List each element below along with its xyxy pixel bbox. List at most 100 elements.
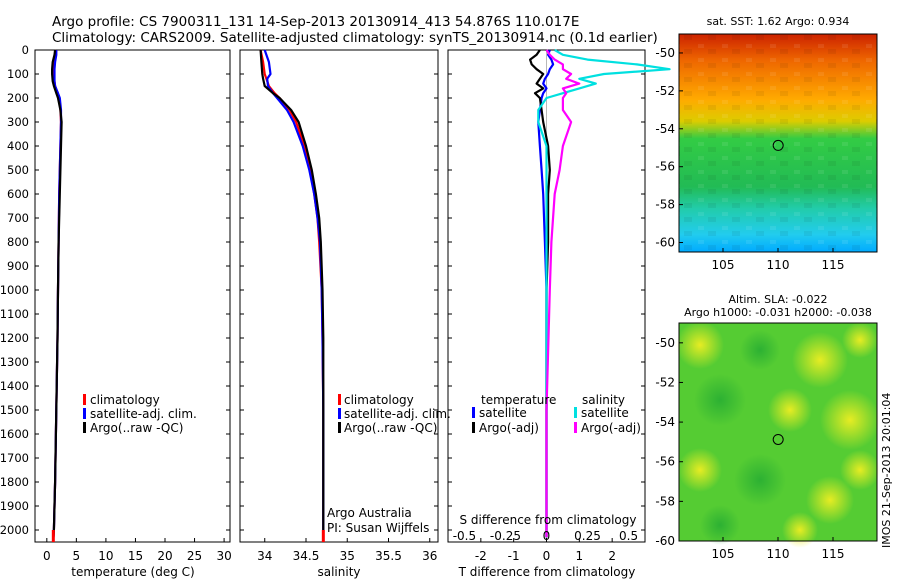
legend-label-t-satellite: satellite (479, 406, 527, 420)
legend-swatch-s-satellite (574, 407, 577, 418)
depth-tick-label: 600 (7, 187, 29, 201)
x-tick-label: 1 (576, 549, 584, 563)
temperature-panel-frame (34, 49, 231, 543)
x-tick-label: 35.5 (375, 549, 402, 563)
sla-texture-blob (734, 454, 786, 506)
x-tick-label: 2 (608, 549, 616, 563)
depth-tick-label: 1200 (0, 331, 29, 345)
depth-tick-label: 1500 (0, 403, 29, 417)
depth-axis: 0 100 200 300 400 500 600 700 800 900 1000 1100 1200… (0, 43, 645, 537)
depth-tick-label: 500 (7, 163, 29, 177)
temperature-x-label: temperature (deg C) (71, 565, 194, 579)
salinity-x-axis: 34 34.5 35 35.5 36 (257, 538, 437, 563)
legend-swatch-s-argo (574, 422, 577, 433)
temperature-curves (50, 49, 63, 542)
depth-tick-label: 0 (22, 43, 29, 57)
legend-swatch-satellite (338, 408, 341, 419)
legend-swatch-climatology (83, 394, 86, 405)
sla-map-texture (676, 321, 880, 548)
depth-tick-label: 2000 (0, 523, 29, 537)
x-tick-label: 0 (43, 549, 51, 563)
map-y-tick-label: -54 (655, 122, 675, 136)
imos-stamp: IMOS 21-Sep-2013 20:01:04 (880, 393, 893, 548)
legend-swatch-climatology (338, 394, 341, 405)
s-tick-label: 0 (543, 529, 551, 543)
sst-title: sat. SST: 1.62 Argo: 0.934 (707, 15, 850, 28)
depth-tick-label: 900 (7, 259, 29, 273)
sla-texture-blob (842, 322, 878, 358)
map-x-tick-label: 105 (712, 258, 735, 272)
legend-swatch-argo (338, 422, 341, 433)
map-y-tick-label: -58 (655, 494, 675, 508)
depth-tick-label: 1800 (0, 475, 29, 489)
depth-tick-label: 1900 (0, 499, 29, 513)
legend-label-climatology: climatology (90, 393, 160, 407)
series-line-salinity-argo-adj- (545, 49, 581, 538)
x-tick-label: 15 (128, 549, 143, 563)
sst-map (678, 33, 878, 253)
legend-title-temperature: temperature (481, 393, 556, 407)
legend-label-argo: Argo(..raw -QC) (90, 421, 183, 435)
map-y-tick-label: -58 (655, 198, 675, 212)
sla-texture-blob (768, 388, 812, 432)
sla-subtitle: Argo h1000: -0.031 h2000: -0.038 (684, 306, 872, 319)
sst-map-texture (679, 34, 877, 252)
sla-axes: 105 110 115 -50 -52 -54 -56 -58 -60 (655, 336, 844, 561)
x-tick-label: 35 (340, 549, 355, 563)
depth-tick-label: 100 (7, 67, 29, 81)
sst-profile-marker (772, 139, 784, 151)
depth-tick-label: 400 (7, 139, 29, 153)
map-y-tick-label: -60 (655, 236, 675, 250)
institution-label: Argo Australia (327, 506, 412, 520)
difference-x-axis: -2 -1 0 1 2 -0.5 -0.25 0 0.25 0.5 (453, 529, 638, 563)
map-x-tick-label: 115 (822, 258, 845, 272)
depth-tick-label: 1700 (0, 451, 29, 465)
legend-swatch-argo (83, 422, 86, 433)
legend-swatch-t-satellite (472, 407, 475, 418)
sst-axes: 105 110 115 -50 -52 -54 -56 -58 -60 (655, 46, 844, 272)
sla-texture-blob (700, 505, 740, 545)
legend-label-climatology: climatology (344, 393, 414, 407)
temperature-legend: climatology satellite-adj. clim. Argo(..… (83, 393, 197, 435)
sla-texture-blob (820, 390, 880, 450)
sla-texture-blob (740, 330, 780, 370)
map-x-tick-label: 115 (822, 547, 845, 561)
sla-title: Altim. SLA: -0.022 (728, 293, 827, 306)
depth-tick-label: 1100 (0, 307, 29, 321)
s-tick-label: -0.5 (453, 529, 476, 543)
x-tick-label: 25 (187, 549, 202, 563)
series-line-salinity-satellite (537, 49, 671, 538)
difference-curves (528, 49, 671, 542)
sla-profile-marker (772, 433, 784, 445)
header-line-2: Climatology: CARS2009. Satellite-adjuste… (52, 30, 658, 46)
map-y-tick-label: -50 (655, 46, 675, 60)
map-y-tick-label: -52 (655, 84, 675, 98)
pi-label: PI: Susan Wijffels (327, 521, 429, 535)
sla-texture-blob (782, 512, 818, 548)
sla-texture-blob (840, 450, 880, 490)
legend-swatch-satellite (83, 408, 86, 419)
legend-label-satellite: satellite-adj. clim. (90, 407, 197, 421)
x-tick-label: 0 (543, 549, 551, 563)
sla-texture-blob (678, 448, 722, 492)
x-tick-label: 5 (73, 549, 81, 563)
depth-tick-label: 200 (7, 91, 29, 105)
depth-tick-label: 1300 (0, 355, 29, 369)
map-y-tick-label: -56 (655, 455, 675, 469)
legend-label-t-argo: Argo(-adj) (479, 421, 539, 435)
s-tick-label: -0.25 (490, 529, 521, 543)
map-x-tick-label: 110 (767, 547, 790, 561)
depth-tick-label: 800 (7, 235, 29, 249)
salinity-x-label: salinity (317, 565, 360, 579)
x-tick-label: 36 (422, 549, 437, 563)
x-tick-label: 20 (157, 549, 172, 563)
map-y-tick-label: -50 (655, 336, 675, 350)
depth-tick-label: 700 (7, 211, 29, 225)
x-tick-label: 30 (216, 549, 231, 563)
map-y-tick-label: -56 (655, 160, 675, 174)
map-x-tick-label: 105 (712, 547, 735, 561)
difference-legend: temperature salinity satellite Argo(-adj… (472, 393, 641, 435)
x-tick-label: 34 (257, 549, 272, 563)
sla-texture-blob (792, 332, 848, 388)
